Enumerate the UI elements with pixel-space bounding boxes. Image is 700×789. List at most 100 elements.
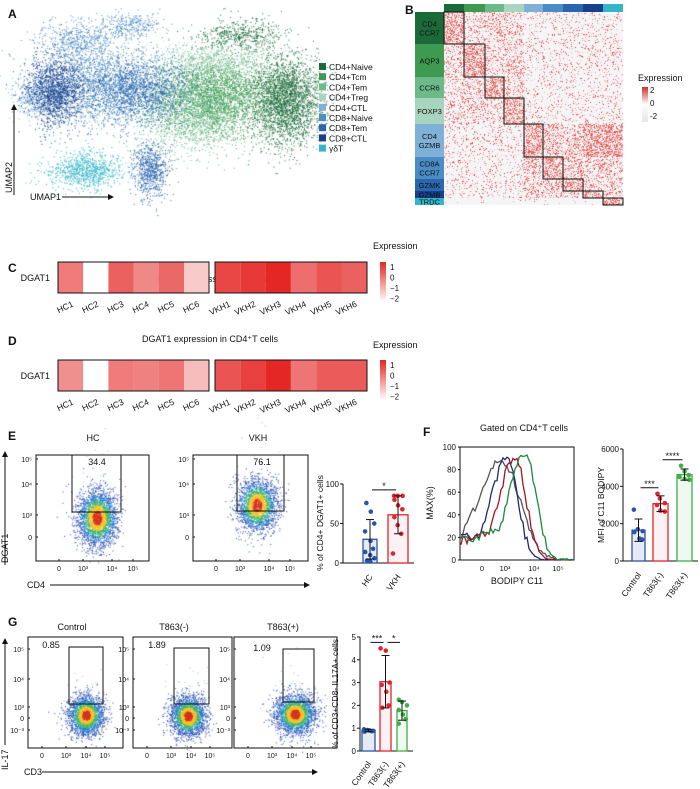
histogram-curve xyxy=(460,454,574,561)
expression-colorbar xyxy=(642,87,648,122)
heatmap-cell xyxy=(108,262,134,293)
x-tick-label: 0 xyxy=(57,566,61,573)
panel-label-D: D xyxy=(8,334,17,348)
heatmap-column-label: VKH3 xyxy=(258,299,283,318)
data-point xyxy=(386,703,391,708)
y-tick-label: 10⁵ xyxy=(178,457,189,464)
diagonal-block-outline xyxy=(463,43,486,78)
gene-group-label: AQP3 xyxy=(419,57,439,66)
x-tick-label: 10³ xyxy=(235,566,246,573)
colorbar-tick: 0 xyxy=(390,274,395,283)
data-point xyxy=(662,500,668,506)
y-tick-label: 1 xyxy=(352,724,357,733)
data-point xyxy=(400,506,405,512)
gate-rectangle xyxy=(282,648,315,703)
gene-group-block xyxy=(415,198,444,205)
heatmap-cell xyxy=(133,262,159,293)
colorbar-tick: −1 xyxy=(390,382,400,391)
heatmap-column-label: HC3 xyxy=(106,397,126,413)
x-tick-label: 10³ xyxy=(78,566,89,573)
heatmap-cell xyxy=(184,360,210,391)
x-tick-label: 10⁵ xyxy=(205,753,216,760)
x-tick-label: 10⁵ xyxy=(552,564,563,573)
heatmap-cell xyxy=(290,360,317,391)
heatmap-cell xyxy=(158,360,185,391)
umap1-arrowhead xyxy=(108,194,114,200)
gene-group-label: GZMB xyxy=(419,141,441,150)
legend-label: CD8+Naive xyxy=(329,113,373,123)
data-point xyxy=(640,528,646,534)
y-tick-label: 0 xyxy=(615,557,620,566)
data-point xyxy=(368,509,374,514)
x-tick-label: 10⁴ xyxy=(264,566,275,573)
data-point xyxy=(400,712,406,717)
legend-label: CD4+CTL xyxy=(329,103,367,113)
category-label: VKH xyxy=(384,572,402,592)
data-point xyxy=(383,689,389,695)
heatmap-column-label: HC6 xyxy=(181,397,201,413)
y-tick-label: 10⁵ xyxy=(219,647,230,654)
histogram-curve xyxy=(460,456,574,561)
heatmap-cell xyxy=(290,262,317,293)
y-tick-label: 10⁻³ xyxy=(115,728,129,735)
legend-swatch xyxy=(319,114,326,121)
heatmap-column-label: HC3 xyxy=(106,299,126,315)
gene-group-label: CCR7 xyxy=(419,169,439,178)
data-point xyxy=(396,707,402,713)
y-tick-label: 0 xyxy=(226,716,230,723)
gene-group-block xyxy=(415,124,444,157)
heatmap-cell xyxy=(265,360,291,391)
data-point xyxy=(364,500,369,506)
heatmap-column-label: VKH5 xyxy=(309,299,334,318)
gate-percentage: 1.89 xyxy=(148,640,166,650)
umap2-label: UMAP2 xyxy=(4,162,14,193)
data-point xyxy=(390,551,396,556)
x-tick-label: 10⁴ xyxy=(287,753,298,760)
data-point xyxy=(400,493,405,499)
x-tick-label: 0 xyxy=(145,753,149,760)
flow-plot-frame xyxy=(132,636,233,749)
expression-colorbar xyxy=(380,262,386,302)
gate-percentage: 1.09 xyxy=(253,643,271,653)
y-tick-label: 10⁵ xyxy=(21,457,32,464)
flow-title: HC xyxy=(87,433,100,443)
diagonal-block-outline xyxy=(542,156,564,180)
heatmap-cell xyxy=(240,262,266,293)
y-tick-label: 5 xyxy=(352,633,357,642)
heatmap-title: DGAT1 expression in CD4⁺T cells xyxy=(142,334,278,344)
legend-swatch xyxy=(319,83,326,91)
heatmap-cell xyxy=(341,360,367,391)
x-tick-label: 10⁴ xyxy=(528,564,540,573)
colorbar-tick: 0 xyxy=(390,372,395,381)
cluster-color-bar xyxy=(583,4,603,12)
data-point xyxy=(379,682,384,688)
y-tick-label: 10⁻³ xyxy=(216,728,230,735)
y-axis-label: DGAT1 xyxy=(0,534,10,563)
y-tick-label: 10⁴ xyxy=(118,677,129,684)
heatmap-column-label: HC5 xyxy=(156,397,176,413)
gate-percentage: 34.4 xyxy=(88,457,106,467)
gate-rectangle xyxy=(236,454,285,512)
legend-swatch xyxy=(319,63,326,70)
data-point xyxy=(631,507,637,512)
heatmap-column-label: VKH5 xyxy=(309,397,334,416)
x-tick-label: 10⁵ xyxy=(100,753,111,760)
data-point xyxy=(678,463,684,469)
data-point xyxy=(655,491,660,497)
cluster-color-bar xyxy=(485,4,504,12)
heatmap-column-label: VKH6 xyxy=(334,397,359,416)
heatmap-cell xyxy=(215,360,241,391)
legend-swatch xyxy=(319,124,326,132)
heatmap-cell xyxy=(108,360,134,391)
legend-swatch xyxy=(319,103,326,111)
heatmap-column-label: VKH2 xyxy=(233,299,258,318)
y-tick-label: 10³ xyxy=(179,513,190,520)
gene-group-label: CCR7 xyxy=(419,29,439,38)
gene-group-label: CD4 xyxy=(422,20,437,29)
heatmap-column-label: VKH6 xyxy=(334,299,359,318)
y-tick-label: 0 xyxy=(452,556,457,565)
y-axis-label: IL-17 xyxy=(0,749,10,770)
x-tick-label: 10⁵ xyxy=(128,566,139,573)
